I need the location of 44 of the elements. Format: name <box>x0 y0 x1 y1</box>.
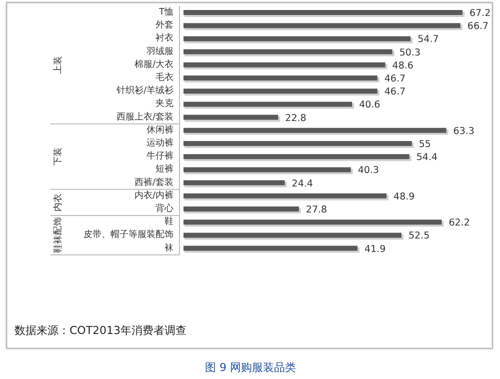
text: 上装 <box>52 56 64 74</box>
y-tick-label: 运动裤 <box>146 138 174 148</box>
data-label: 24.4 <box>292 178 313 190</box>
y-tick-label: 短裤 <box>156 164 174 175</box>
data-label: 55 <box>418 139 431 150</box>
text: 鞋袜配饰 <box>52 217 64 254</box>
y-tick-label: 毛衣 <box>156 72 174 83</box>
data-label: 40.6 <box>359 100 380 111</box>
data-label: 27.8 <box>306 204 328 216</box>
data-label: 48.6 <box>392 60 414 72</box>
y-tick-label: 针织衫/羊绒衫 <box>115 85 174 96</box>
data-label: 66.7 <box>467 21 489 32</box>
data-label: 50.3 <box>399 47 420 58</box>
text: 内衣 <box>52 193 64 212</box>
text: 图 9 网购服装品类 <box>205 361 296 374</box>
y-tick-label: 夹克 <box>156 98 174 110</box>
data-label: 63.3 <box>453 126 474 137</box>
y-tick-label: 西裤/套装 <box>134 176 174 188</box>
data-label: 46.7 <box>384 74 406 84</box>
y-tick-label: 西服上衣/套装 <box>116 111 174 122</box>
data-label: 52.5 <box>408 230 430 242</box>
data-label: 46.7 <box>384 86 406 98</box>
data-label: 48.9 <box>394 191 415 202</box>
y-tick-label: 棉服/大衣 <box>134 58 174 70</box>
y-tick-label: 鞋 <box>164 216 174 228</box>
y-tick-label: 衬衣 <box>156 32 174 44</box>
y-tick-label: 皮带、帽子等服装配饰 <box>84 229 174 240</box>
data-label: 54.4 <box>416 152 438 164</box>
y-tick-label: 休闲裤 <box>146 124 174 136</box>
y-tick-label: 袜 <box>164 242 174 254</box>
source-note: 数据来源：COT2013年消费者调查 <box>14 324 187 337</box>
data-label: 62.2 <box>448 218 470 229</box>
data-label: 22.8 <box>285 112 306 124</box>
y-tick-label: 背心 <box>156 203 174 214</box>
y-tick-label: 羽绒服 <box>146 46 174 57</box>
text: 下装 <box>52 148 64 166</box>
data-label: 41.9 <box>364 244 386 255</box>
y-tick-label: 牛仔裤 <box>146 150 174 162</box>
y-tick-label: 外套 <box>156 20 174 31</box>
y-tick-label: T恤 <box>158 6 174 18</box>
y-tick-label: 内衣/内裤 <box>134 190 174 201</box>
data-label: 67.2 <box>470 8 491 19</box>
data-label: 54.7 <box>418 34 439 46</box>
data-label: 40.3 <box>358 165 379 176</box>
